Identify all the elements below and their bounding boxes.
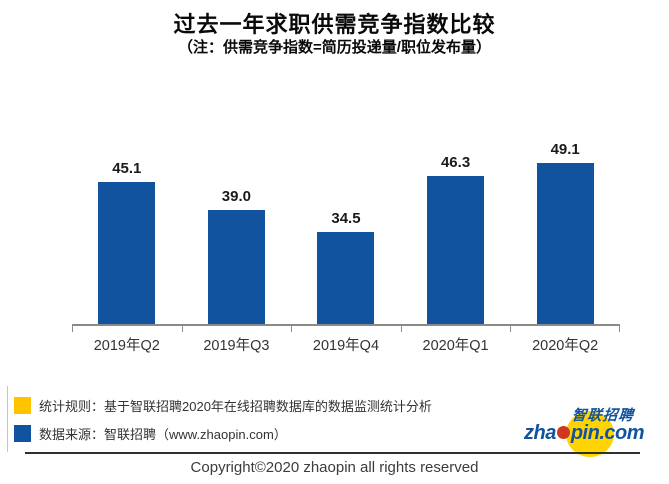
bar-2019年Q3 (207, 210, 265, 324)
bar-slot: 39.0 (182, 124, 292, 324)
bar-slot: 34.5 (291, 124, 401, 324)
bar-value-label: 39.0 (221, 188, 251, 205)
logo-yellow-circle-icon (566, 411, 614, 457)
blue-swatch-icon (14, 425, 31, 442)
textbox-left-border (7, 386, 8, 452)
zhaopin-logo: 智联招聘 zha pin.com (518, 392, 668, 457)
footer-divider (25, 452, 640, 454)
bar-value-label: 45.1 (112, 160, 142, 177)
axis-tick (181, 326, 183, 332)
chart-title: 过去一年求职供需竞争指数比较 (173, 12, 496, 37)
bar-plot-area: 45.1 39.0 34.5 46.3 49.1 (72, 124, 620, 324)
x-axis-labels: 2019年Q2 2019年Q3 2019年Q4 2020年Q1 2020年Q2 (72, 334, 620, 355)
axis-tick (619, 326, 620, 332)
legend-item-rule: 统计规则：基于智联招聘2020年在线招聘数据库的数据监测统计分析 (14, 396, 494, 415)
copyright-text: Copyright©2020 zhaopin all rights reserv… (190, 459, 479, 476)
axis-tick (400, 326, 402, 332)
bar-value-label: 34.5 (331, 210, 361, 227)
chart-subtitle: （注：供需竞争指数=简历投递量/职位发布量） (178, 39, 491, 56)
bar-slot: 49.1 (510, 124, 620, 324)
bar-2020年Q2 (536, 163, 594, 324)
legend-label: 数据来源：智联招聘（www.zhaopin.com） (39, 427, 287, 442)
x-axis (72, 324, 620, 332)
bar-chart: 45.1 39.0 34.5 46.3 49.1 2019年Q2 2019年Q3 2019年… (72, 124, 620, 360)
x-tick-label: 2019年Q4 (312, 338, 380, 354)
logo-red-dot-icon (556, 426, 570, 439)
axis-tick (510, 326, 512, 332)
bar-value-label: 46.3 (440, 154, 471, 171)
x-tick-label: 2019年Q2 (93, 338, 160, 354)
logo-domain-text: zha pin.com (524, 422, 645, 445)
bar-2019年Q2 (98, 182, 156, 324)
axis-tick (291, 326, 293, 332)
bar-value-label: 49.1 (550, 141, 580, 158)
bar-slot: 45.1 (72, 124, 182, 324)
bar-2019年Q4 (317, 232, 375, 324)
x-tick-label: 2020年Q1 (422, 338, 489, 354)
bar-slot: 46.3 (401, 124, 511, 324)
legend: 统计规则：基于智联招聘2020年在线招聘数据库的数据监测统计分析 数据来源：智联… (14, 396, 494, 452)
logo-domain-suffix: pin.com (570, 422, 645, 444)
x-tick-label: 2020年Q2 (532, 338, 599, 354)
legend-item-source: 数据来源：智联招聘（www.zhaopin.com） (14, 424, 494, 443)
bar-2020年Q1 (427, 176, 485, 324)
legend-label: 统计规则：基于智联招聘2020年在线招聘数据库的数据监测统计分析 (39, 399, 432, 414)
x-tick-label: 2019年Q3 (203, 338, 270, 354)
axis-tick (72, 326, 73, 332)
logo-domain-prefix: zha (524, 422, 556, 444)
yellow-swatch-icon (14, 397, 31, 414)
